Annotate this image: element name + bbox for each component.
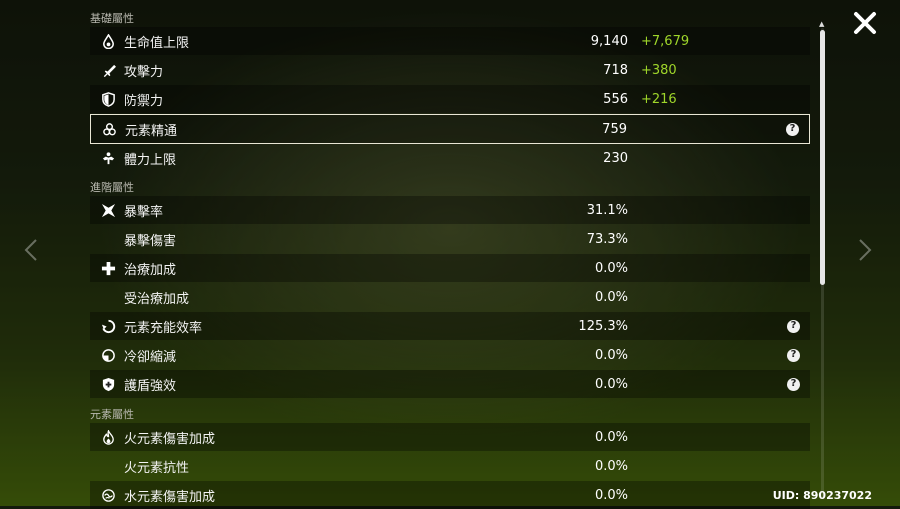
hydro-icon bbox=[98, 485, 118, 505]
stat-value: 0.0% bbox=[594, 376, 628, 392]
section-advanced-title: 進階屬性 bbox=[90, 181, 134, 194]
elemental-mastery-icon bbox=[99, 119, 119, 139]
stat-label: 防禦力 bbox=[124, 93, 164, 109]
stat-label: 體力上限 bbox=[124, 152, 177, 168]
stat-value: 230 bbox=[603, 150, 628, 166]
stat-row-hp[interactable]: 生命值上限 9,140 +7,679 bbox=[90, 27, 810, 55]
stat-row-incoming-healing[interactable]: 受治療加成 0.0% bbox=[90, 283, 810, 311]
stat-label: 受治療加成 bbox=[124, 291, 190, 307]
stat-row-elemental-mastery[interactable]: 元素精通 759 ? bbox=[90, 114, 810, 144]
stat-value: 0.0% bbox=[594, 347, 628, 363]
stat-label: 攻擊力 bbox=[124, 64, 164, 80]
stat-row-pyro-dmg[interactable]: 火元素傷害加成 0.0% bbox=[90, 423, 810, 451]
stat-value: 0.0% bbox=[594, 458, 628, 474]
stat-row-def[interactable]: 防禦力 556 +216 bbox=[90, 85, 810, 113]
stat-value: 0.0% bbox=[594, 289, 628, 305]
hp-drop-icon bbox=[98, 31, 118, 51]
stat-value: 0.0% bbox=[594, 429, 628, 445]
stat-row-energy-recharge[interactable]: 元素充能效率 125.3% ? bbox=[90, 312, 810, 340]
cooldown-icon bbox=[98, 345, 118, 365]
stat-value: 9,140 bbox=[590, 33, 628, 49]
shield-icon bbox=[98, 89, 118, 109]
stat-row-cooldown-reduction[interactable]: 冷卻縮減 0.0% ? bbox=[90, 341, 810, 369]
no-icon-spacer bbox=[98, 287, 118, 307]
previous-arrow-icon[interactable] bbox=[24, 238, 38, 262]
stat-value: 125.3% bbox=[578, 318, 628, 334]
stat-label: 冷卻縮減 bbox=[124, 349, 177, 365]
pyro-icon bbox=[98, 427, 118, 447]
stat-value: 759 bbox=[602, 121, 627, 137]
stat-row-crit-rate[interactable]: 暴擊率 31.1% bbox=[90, 196, 810, 224]
stat-label: 護盾強效 bbox=[124, 378, 177, 394]
attribute-panel: 基礎屬性 生命值上限 9,140 +7,679 攻擊力 718 +380 防禦力… bbox=[88, 0, 812, 509]
stat-value: 73.3% bbox=[586, 231, 628, 247]
crit-star-icon bbox=[98, 200, 118, 220]
shield-strength-icon bbox=[98, 374, 118, 394]
section-elemental-title: 元素屬性 bbox=[90, 408, 134, 421]
stat-label: 水元素傷害加成 bbox=[124, 489, 216, 505]
close-icon[interactable] bbox=[852, 10, 878, 36]
no-icon-spacer bbox=[98, 229, 118, 249]
stat-label: 暴擊傷害 bbox=[124, 233, 177, 249]
stat-value: 0.0% bbox=[594, 487, 628, 503]
stat-row-pyro-res[interactable]: 火元素抗性 0.0% bbox=[90, 452, 810, 480]
stat-row-atk[interactable]: 攻擊力 718 +380 bbox=[90, 56, 810, 84]
energy-recharge-icon bbox=[98, 316, 118, 336]
stamina-icon bbox=[98, 148, 118, 168]
stat-row-shield-strength[interactable]: 護盾強效 0.0% ? bbox=[90, 370, 810, 398]
stat-value: 556 bbox=[603, 91, 628, 107]
stat-row-healing-bonus[interactable]: 治療加成 0.0% bbox=[90, 254, 810, 282]
stat-label: 暴擊率 bbox=[124, 204, 164, 220]
stat-row-crit-dmg[interactable]: 暴擊傷害 73.3% bbox=[90, 225, 810, 253]
scrollbar-thumb[interactable] bbox=[820, 30, 825, 285]
section-base-title: 基礎屬性 bbox=[90, 12, 134, 25]
stat-label: 火元素傷害加成 bbox=[124, 431, 216, 447]
stat-row-hydro-dmg[interactable]: 水元素傷害加成 0.0% bbox=[90, 481, 810, 509]
stat-label: 治療加成 bbox=[124, 262, 177, 278]
scroll-up-icon[interactable]: ▲ bbox=[819, 20, 825, 28]
stat-value: 0.0% bbox=[594, 260, 628, 276]
stat-bonus: +380 bbox=[641, 62, 677, 78]
stat-row-stamina[interactable]: 體力上限 230 bbox=[90, 144, 810, 172]
stat-label: 元素充能效率 bbox=[124, 320, 203, 336]
next-arrow-icon[interactable] bbox=[858, 238, 872, 262]
uid-label: UID: 890237022 bbox=[772, 489, 872, 502]
stat-label: 元素精通 bbox=[125, 123, 178, 139]
help-icon[interactable]: ? bbox=[787, 348, 800, 362]
sword-icon bbox=[98, 60, 118, 80]
stat-label: 生命值上限 bbox=[124, 35, 190, 51]
healing-cross-icon bbox=[98, 258, 118, 278]
no-icon-spacer bbox=[98, 456, 118, 476]
stat-value: 31.1% bbox=[586, 202, 628, 218]
help-icon[interactable]: ? bbox=[786, 122, 799, 136]
help-icon[interactable]: ? bbox=[787, 319, 800, 333]
stat-bonus: +7,679 bbox=[641, 33, 690, 49]
stat-value: 718 bbox=[603, 62, 628, 78]
stat-bonus: +216 bbox=[641, 91, 677, 107]
help-icon[interactable]: ? bbox=[787, 377, 800, 391]
stat-label: 火元素抗性 bbox=[124, 460, 190, 476]
